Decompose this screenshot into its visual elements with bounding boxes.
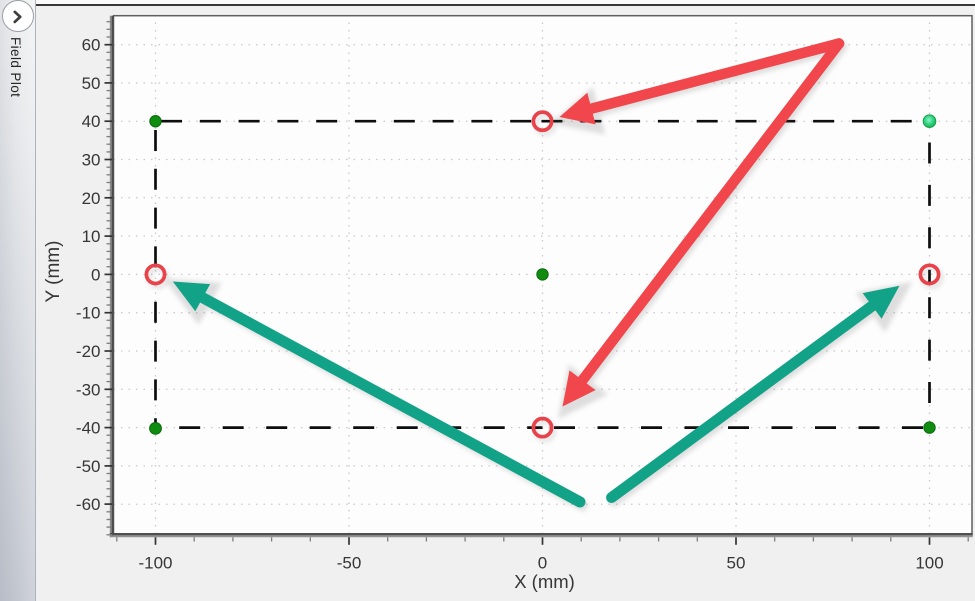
svg-text:-30: -30 [76,380,101,399]
svg-text:-10: -10 [76,304,101,323]
svg-text:-20: -20 [76,342,101,361]
svg-text:-100: -100 [138,554,172,573]
svg-text:100: 100 [915,554,943,573]
svg-text:-50: -50 [337,554,362,573]
svg-text:0: 0 [538,554,547,573]
svg-text:0: 0 [91,265,100,284]
svg-text:50: 50 [727,554,746,573]
svg-text:-60: -60 [76,495,101,514]
svg-text:10: 10 [82,227,101,246]
svg-text:40: 40 [82,112,101,131]
svg-text:30: 30 [82,151,101,170]
svg-text:20: 20 [82,189,101,208]
svg-text:Y (mm): Y (mm) [43,241,64,303]
svg-text:X (mm): X (mm) [514,571,575,592]
svg-text:-40: -40 [76,419,101,438]
svg-text:60: 60 [82,36,101,55]
svg-text:50: 50 [82,74,101,93]
svg-text:-50: -50 [76,457,101,476]
